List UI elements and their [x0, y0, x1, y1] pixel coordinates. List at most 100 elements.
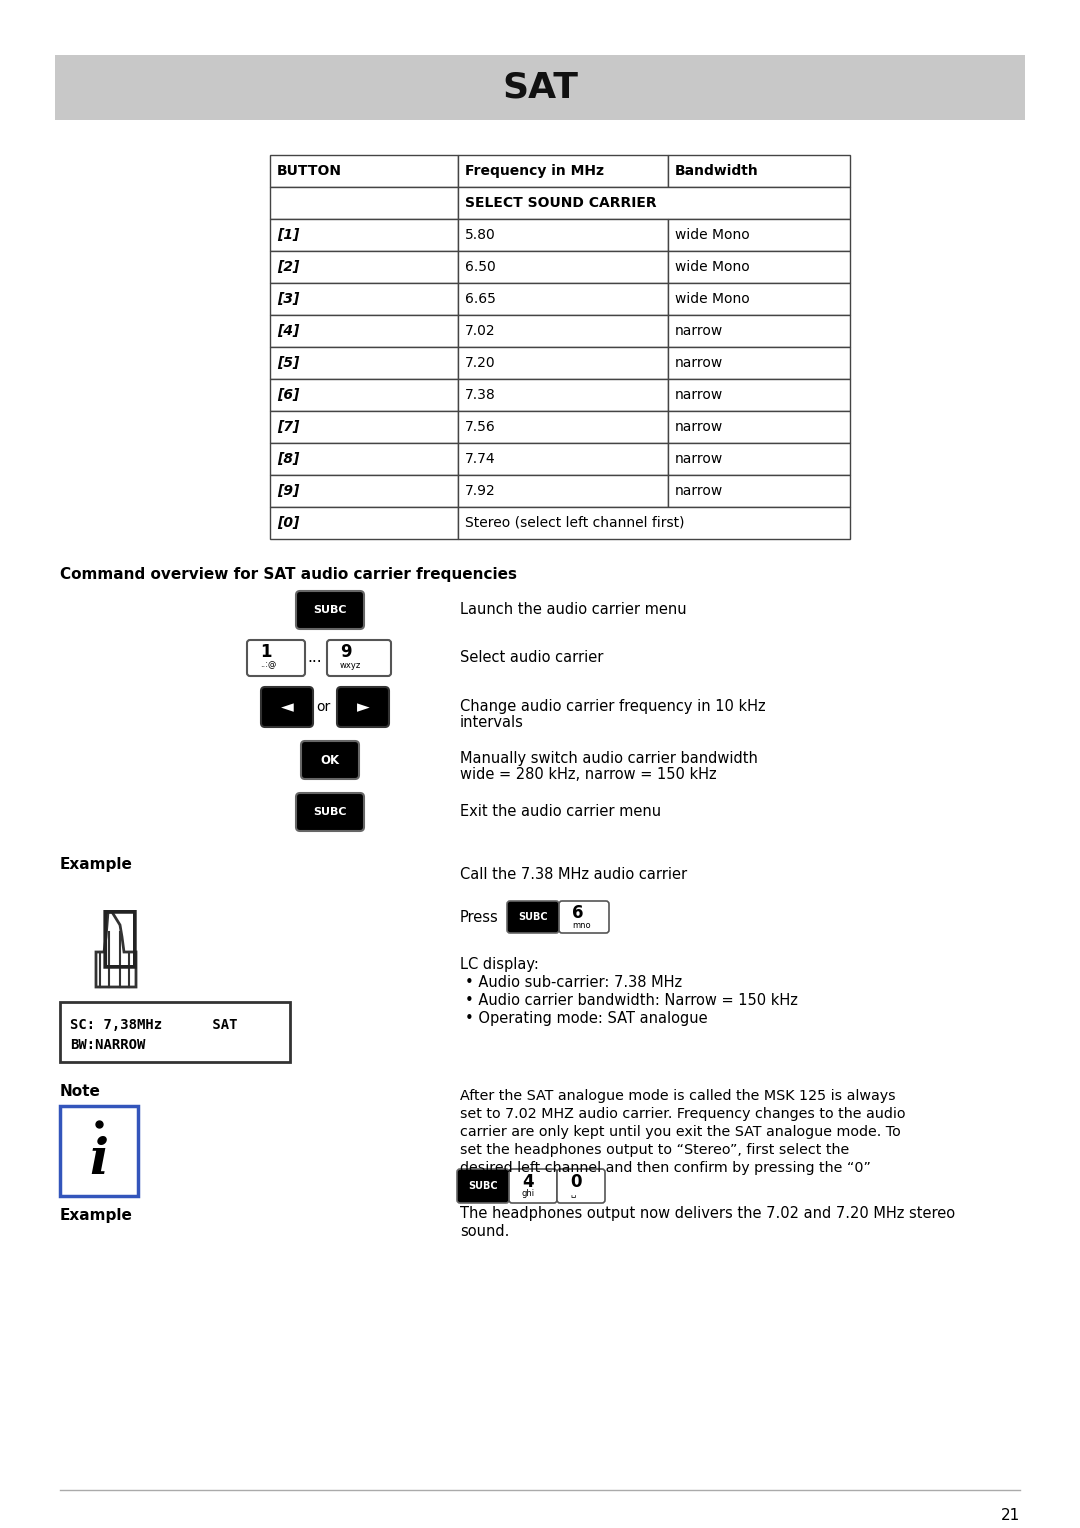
Bar	[458, 219, 669, 251]
Text: narrow: narrow	[675, 356, 724, 370]
Bar	[669, 443, 850, 475]
Text: wide = 280 kHz, narrow = 150 kHz: wide = 280 kHz, narrow = 150 kHz	[460, 767, 717, 782]
Bar	[270, 283, 458, 315]
Bar	[458, 507, 850, 539]
Text: 6: 6	[572, 905, 583, 921]
Text: [3]: [3]	[276, 292, 299, 306]
Text: • Audio sub-carrier: 7.38 MHz: • Audio sub-carrier: 7.38 MHz	[465, 975, 683, 990]
Text: ►: ►	[356, 698, 369, 717]
FancyBboxPatch shape	[247, 640, 305, 675]
Text: [2]: [2]	[276, 260, 299, 274]
Bar	[458, 154, 669, 186]
Bar	[669, 315, 850, 347]
Text: After the SAT analogue mode is called the MSK 125 is always: After the SAT analogue mode is called th…	[460, 1089, 895, 1103]
Text: ␣: ␣	[570, 1189, 576, 1198]
Text: ..:@: ..:@	[260, 660, 276, 669]
Bar	[458, 251, 669, 283]
Bar	[55, 55, 1025, 121]
Text: SUBC: SUBC	[518, 912, 548, 921]
Text: SUBC: SUBC	[313, 807, 347, 817]
Text: 7.92: 7.92	[465, 484, 496, 498]
Text: • Audio carrier bandwidth: Narrow = 150 kHz: • Audio carrier bandwidth: Narrow = 150 …	[465, 993, 798, 1008]
Text: 6.50: 6.50	[465, 260, 496, 274]
Text: OK: OK	[321, 753, 339, 767]
Text: 1: 1	[260, 643, 271, 662]
Text: SUBC: SUBC	[313, 605, 347, 614]
Text: sound.: sound.	[460, 1224, 510, 1239]
Text: or: or	[315, 700, 330, 714]
Bar	[270, 411, 458, 443]
Text: wide Mono: wide Mono	[675, 260, 750, 274]
Text: [9]: [9]	[276, 484, 299, 498]
Text: The headphones output now delivers the 7.02 and 7.20 MHz stereo: The headphones output now delivers the 7…	[460, 1206, 955, 1221]
Text: ghi: ghi	[522, 1189, 535, 1198]
Text: desired left channel and then confirm by pressing the “0”: desired left channel and then confirm by…	[460, 1161, 870, 1175]
Text: Manually switch audio carrier bandwidth: Manually switch audio carrier bandwidth	[460, 750, 758, 766]
Text: wxyz: wxyz	[340, 660, 361, 669]
Text: BUTTON: BUTTON	[276, 163, 342, 177]
Bar	[669, 154, 850, 186]
Bar	[270, 475, 458, 507]
Bar	[270, 507, 458, 539]
Text: 5.80: 5.80	[465, 228, 496, 241]
Text: narrow: narrow	[675, 452, 724, 466]
Text: Command overview for SAT audio carrier frequencies: Command overview for SAT audio carrier f…	[60, 567, 517, 582]
Text: [5]: [5]	[276, 356, 299, 370]
Text: 7.02: 7.02	[465, 324, 496, 338]
Text: Frequency in MHz: Frequency in MHz	[465, 163, 604, 177]
Bar	[270, 315, 458, 347]
Text: wide Mono: wide Mono	[675, 292, 750, 306]
Text: BW:NARROW: BW:NARROW	[70, 1038, 146, 1051]
Bar	[270, 443, 458, 475]
FancyBboxPatch shape	[457, 1169, 509, 1203]
Text: 7.38: 7.38	[465, 388, 496, 402]
Text: carrier are only kept until you exit the SAT analogue mode. To: carrier are only kept until you exit the…	[460, 1125, 901, 1138]
Text: SUBC: SUBC	[469, 1181, 498, 1190]
Text: 9: 9	[340, 643, 352, 662]
Text: wide Mono: wide Mono	[675, 228, 750, 241]
Bar	[669, 379, 850, 411]
Text: SELECT SOUND CARRIER: SELECT SOUND CARRIER	[465, 196, 657, 209]
Text: i: i	[90, 1135, 108, 1186]
Text: [0]: [0]	[276, 516, 299, 530]
Text: 4: 4	[522, 1174, 534, 1190]
Text: ◄: ◄	[281, 698, 294, 717]
Bar	[270, 186, 458, 219]
Text: [4]: [4]	[276, 324, 299, 338]
FancyBboxPatch shape	[557, 1169, 605, 1203]
Text: narrow: narrow	[675, 420, 724, 434]
Text: [7]: [7]	[276, 420, 299, 434]
Text: SAT: SAT	[502, 70, 578, 104]
Text: • Operating mode: SAT analogue: • Operating mode: SAT analogue	[465, 1012, 707, 1025]
Text: ...: ...	[307, 651, 322, 666]
Text: SC: 7,38MHz      SAT: SC: 7,38MHz SAT	[70, 1018, 238, 1031]
Text: [6]: [6]	[276, 388, 299, 402]
Text: Example: Example	[60, 1209, 133, 1222]
FancyBboxPatch shape	[261, 688, 313, 727]
Text: narrow: narrow	[675, 324, 724, 338]
Text: 👆: 👆	[100, 905, 140, 970]
Text: LC display:: LC display:	[460, 957, 539, 972]
Text: Launch the audio carrier menu: Launch the audio carrier menu	[460, 602, 687, 617]
Text: Call the 7.38 MHz audio carrier: Call the 7.38 MHz audio carrier	[460, 866, 687, 882]
FancyBboxPatch shape	[507, 902, 559, 934]
FancyBboxPatch shape	[296, 591, 364, 630]
Bar	[669, 475, 850, 507]
Bar	[669, 347, 850, 379]
Bar	[458, 411, 669, 443]
Text: set to 7.02 MHZ audio carrier. Frequency changes to the audio: set to 7.02 MHZ audio carrier. Frequency…	[460, 1106, 905, 1122]
Text: narrow: narrow	[675, 484, 724, 498]
Bar	[458, 186, 850, 219]
Text: 6.65: 6.65	[465, 292, 496, 306]
Bar	[270, 219, 458, 251]
FancyBboxPatch shape	[296, 793, 364, 831]
Bar	[458, 283, 669, 315]
Bar	[60, 1106, 138, 1196]
Bar	[458, 315, 669, 347]
Text: Select audio carrier: Select audio carrier	[460, 651, 604, 666]
Bar	[270, 347, 458, 379]
FancyBboxPatch shape	[337, 688, 389, 727]
Text: [1]: [1]	[276, 228, 299, 241]
Bar	[458, 475, 669, 507]
Text: intervals: intervals	[460, 715, 524, 730]
